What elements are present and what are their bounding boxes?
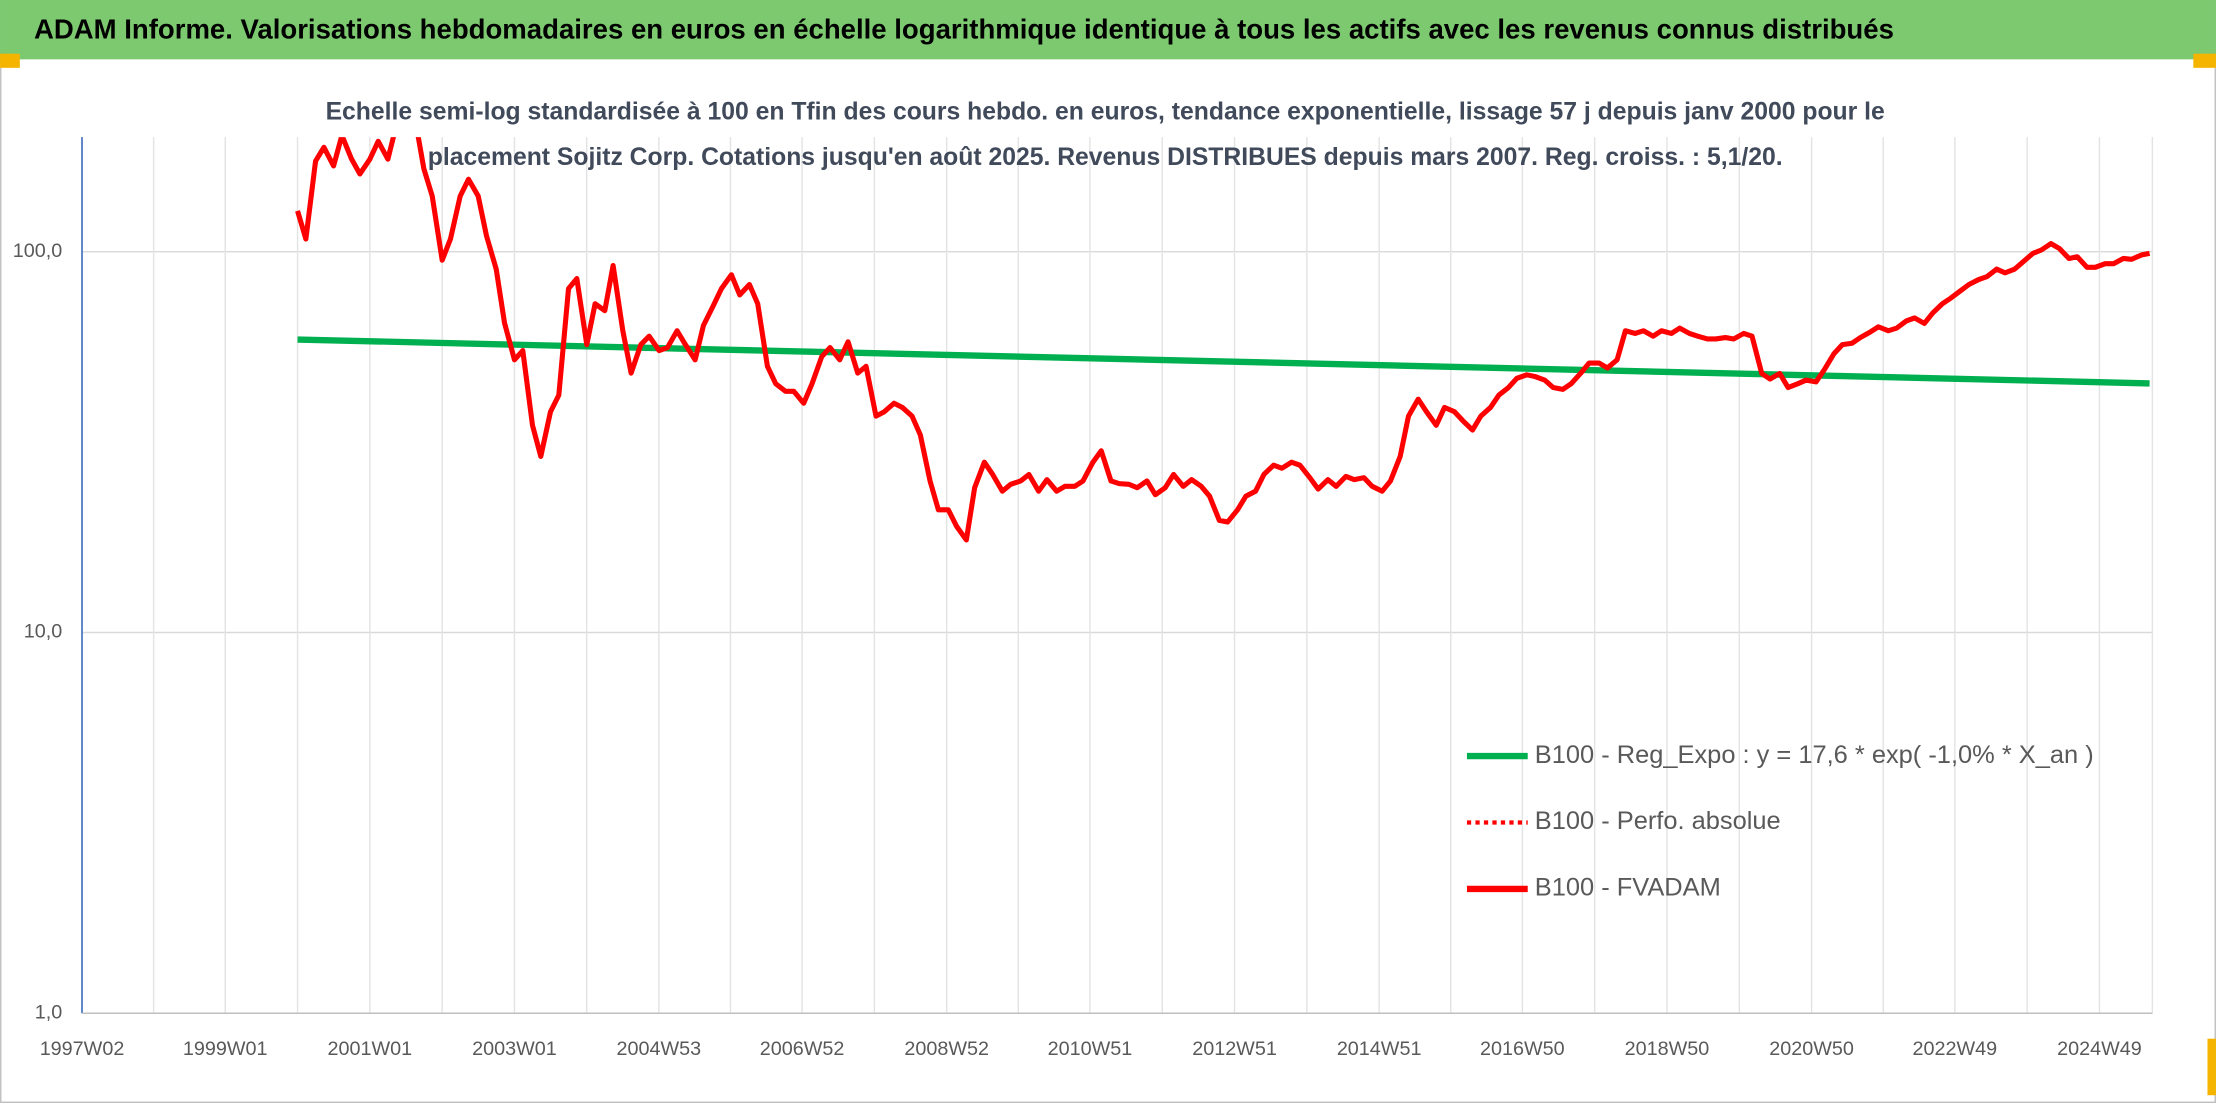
- legend-label: B100 - FVADAM: [1535, 874, 1721, 902]
- plot-area: [295, 137, 2151, 543]
- x-tick-label: 2018W50: [1625, 1038, 1710, 1060]
- legend-label: B100 - Reg_Expo : y = 17,6 * exp( -1,0% …: [1535, 741, 2094, 769]
- x-tick-label: 2012W51: [1192, 1038, 1277, 1060]
- x-tick-label: 2003W01: [472, 1038, 557, 1060]
- series-line: [295, 137, 2151, 543]
- legend-label: B100 - Perfo. absolue: [1535, 807, 1781, 835]
- x-tick-label: 2020W50: [1769, 1038, 1854, 1060]
- series-line: [297, 336, 2150, 387]
- x-tick-label: 1999W01: [183, 1038, 268, 1060]
- corner-tab: [2207, 1038, 2216, 1096]
- corner-tab: [2193, 53, 2216, 68]
- corner-tab: [0, 53, 20, 68]
- x-tick-label: 2004W53: [617, 1038, 702, 1060]
- x-tick-label: 2001W01: [328, 1038, 413, 1060]
- x-tick-label: 2022W49: [1913, 1038, 1998, 1060]
- y-tick-label: 10,0: [24, 621, 62, 643]
- x-tick-label: 2014W51: [1337, 1038, 1422, 1060]
- header-bar: [0, 0, 2216, 60]
- chart-title: ADAM Informe. Valorisations hebdomadaire…: [34, 13, 1894, 44]
- subtitle: placement Sojitz Corp. Cotations jusqu'e…: [428, 144, 1783, 171]
- y-tick-label: 1,0: [35, 1001, 62, 1023]
- grid: 1,0 10,0 100,0 1997W02 1999W01 2001W01 2003W01…: [13, 137, 2154, 1060]
- x-tick-label: 2010W51: [1048, 1038, 1133, 1060]
- x-tick-label: 2016W50: [1480, 1038, 1565, 1060]
- x-tick-label: 1997W02: [40, 1038, 125, 1060]
- y-tick-label: 100,0: [13, 240, 62, 262]
- x-tick-label: 2008W52: [904, 1038, 989, 1060]
- legend: B100 - Reg_Expo : y = 17,6 * exp( -1,0% …: [1466, 741, 2094, 902]
- subtitle: Echelle semi-log standardisée à 100 en T…: [326, 99, 1885, 126]
- x-tick-label: 2024W49: [2057, 1038, 2142, 1060]
- x-tick-label: 2006W52: [760, 1038, 845, 1060]
